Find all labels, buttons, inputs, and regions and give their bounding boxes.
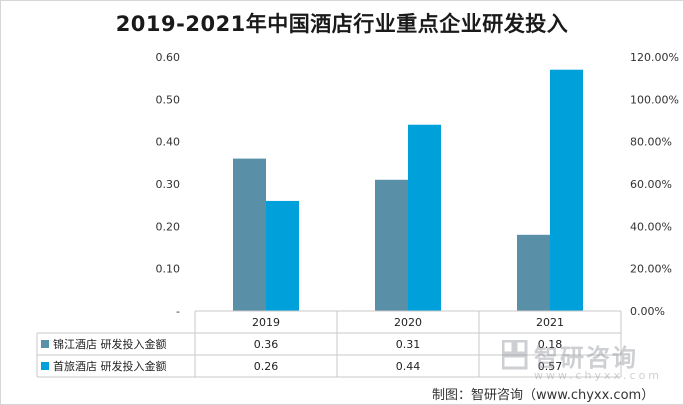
watermark-name: 智研咨询 [534, 344, 638, 372]
data-label: 0.31 [396, 338, 421, 351]
y-right-tick-label: 40.00% [630, 220, 672, 233]
y-right-tick-label: 60.00% [630, 178, 672, 191]
bar-jinjiang-2021 [517, 234, 550, 311]
legend-label: 锦江酒店 研发投入金额 [53, 337, 167, 351]
bar-shoulv-2019 [266, 200, 299, 311]
watermark: 智研咨询 www.chyxx.com [502, 338, 674, 388]
legend-label: 首旅酒店 研发投入金额 [53, 359, 167, 373]
y-right-tick-label: 100.00% [630, 93, 679, 106]
data-label: 0.18 [538, 338, 563, 351]
bar-shoulv-2021 [550, 69, 583, 311]
watermark-url: www.chyxx.com [534, 369, 663, 382]
y-right-tick-label: 120.00% [630, 51, 679, 64]
data-label: 0.57 [538, 360, 563, 373]
legend-swatch-shoulv [41, 362, 49, 370]
source-credit: 制图：智研咨询（www.chyxx.com） [432, 388, 655, 403]
y-left-tick-label: 0.40 [156, 136, 181, 149]
legend-swatch-jinjiang [41, 340, 49, 348]
bar-shoulv-2020 [408, 124, 441, 311]
watermark-logo-icon [502, 340, 528, 370]
x-tick-label: 2019 [252, 316, 280, 329]
bar-jinjiang-2020 [375, 179, 408, 311]
y-right-tick-label: 0.00% [630, 305, 665, 318]
y-right-tick-label: 20.00% [630, 263, 672, 276]
chart-title: 2019-2021年中国酒店行业重点企业研发投入 [115, 12, 569, 36]
y-right-tick-label: 80.00% [630, 136, 672, 149]
data-label: 0.44 [396, 360, 421, 373]
data-label: 0.36 [254, 338, 279, 351]
x-tick-label: 2020 [394, 316, 422, 329]
y-left-tick-label: 0.50 [156, 93, 181, 106]
y-left-tick-label: 0.60 [156, 51, 181, 64]
data-label: 0.26 [254, 360, 279, 373]
y-left-tick-label: 0.30 [156, 178, 181, 191]
y-left-tick-label: - [176, 305, 180, 318]
bar-jinjiang-2019 [233, 158, 266, 311]
y-left-tick-label: 0.20 [156, 220, 181, 233]
x-tick-label: 2021 [536, 316, 564, 329]
y-left-tick-label: 0.10 [156, 263, 181, 276]
